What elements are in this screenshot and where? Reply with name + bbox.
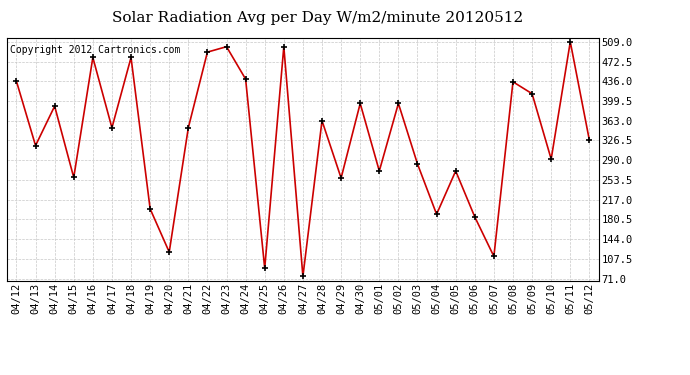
Text: Solar Radiation Avg per Day W/m2/minute 20120512: Solar Radiation Avg per Day W/m2/minute … [112, 11, 523, 25]
Text: Copyright 2012 Cartronics.com: Copyright 2012 Cartronics.com [10, 45, 180, 55]
